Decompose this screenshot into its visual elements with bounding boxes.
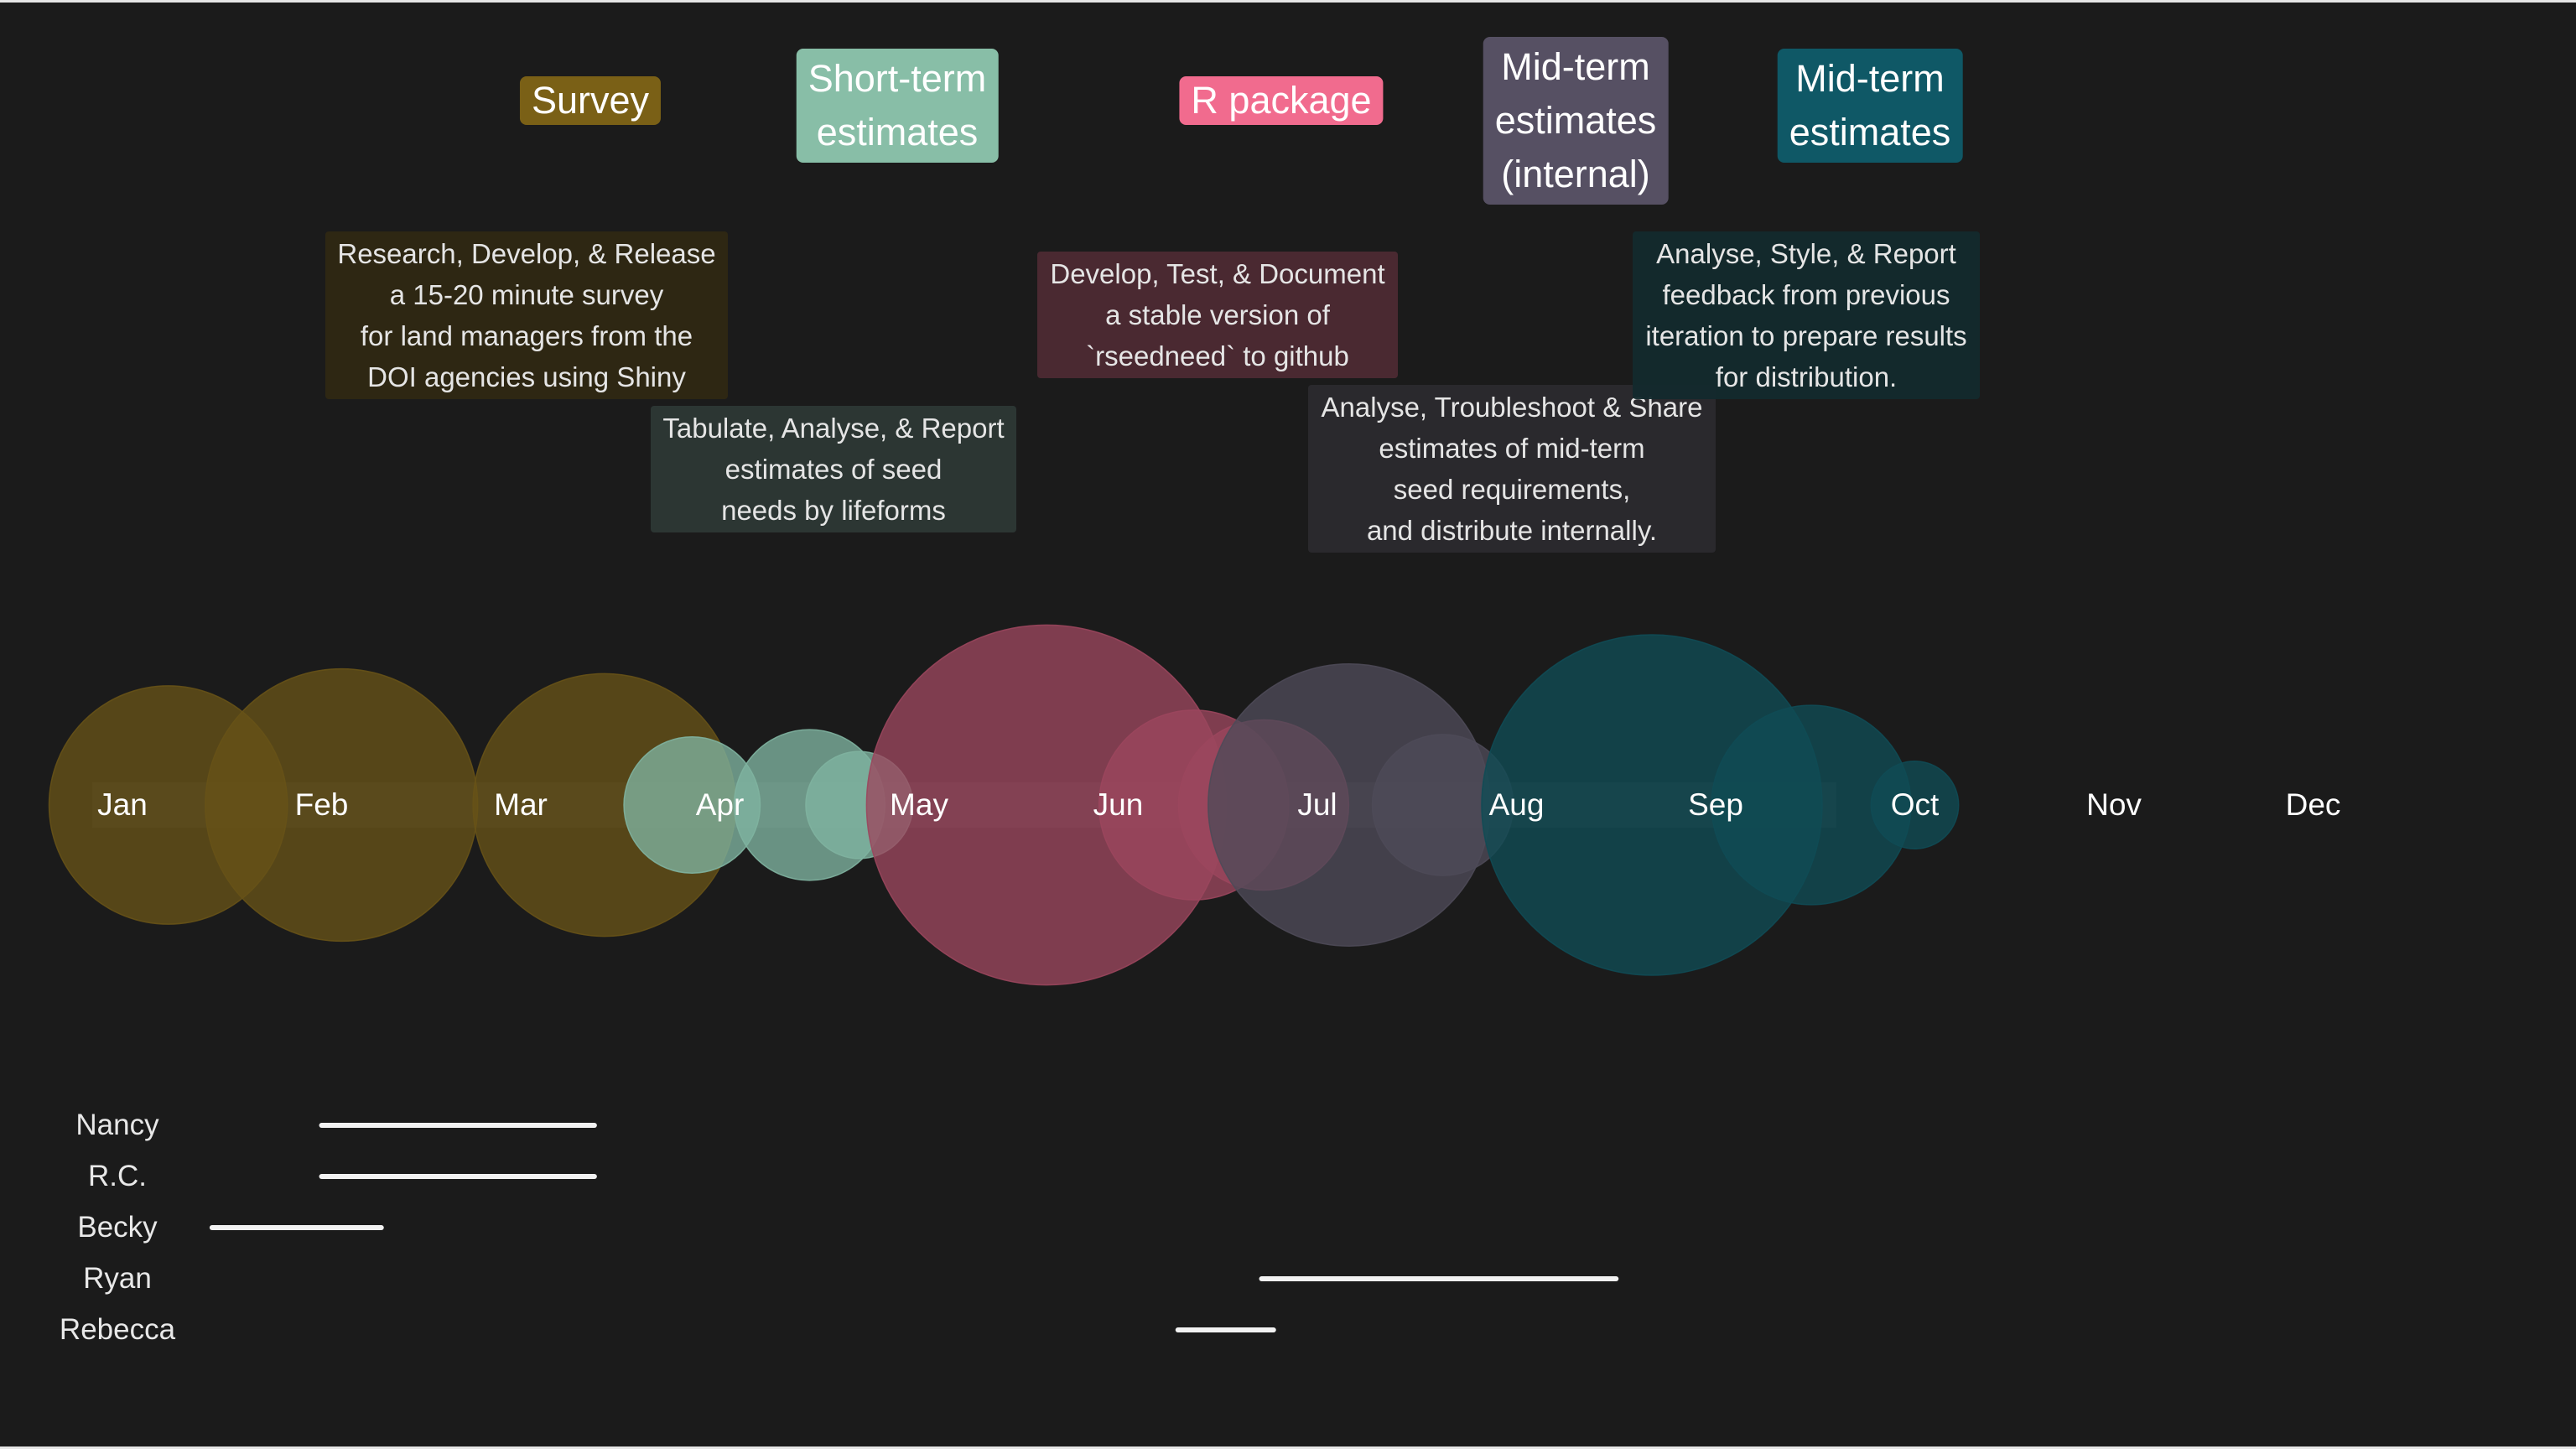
person-label-2: Becky: [77, 1211, 158, 1244]
phase-label-short: Short-term estimates: [796, 49, 999, 163]
person-label-4: Rebecca: [59, 1313, 176, 1346]
month-label-oct: Oct: [1890, 787, 1940, 822]
person-label-1: R.C.: [88, 1160, 147, 1192]
month-label-sep: Sep: [1688, 787, 1743, 822]
phase-label-midint: Mid-term estimates (internal): [1483, 37, 1669, 205]
month-label-dec: Dec: [2285, 787, 2341, 822]
task-box-short: Tabulate, Analyse, & Report estimates of…: [651, 406, 1016, 532]
month-label-feb: Feb: [294, 787, 349, 822]
task-box-survey: Research, Develop, & Release a 15-20 min…: [325, 231, 728, 399]
month-label-may: May: [890, 787, 948, 822]
month-label-jun: Jun: [1093, 787, 1144, 822]
phase-label-rpkg: R package: [1179, 76, 1384, 125]
month-label-mar: Mar: [494, 787, 548, 822]
person-label-3: Ryan: [83, 1262, 152, 1295]
task-box-midint: Analyse, Troubleshoot & Share estimates …: [1308, 385, 1716, 553]
phase-label-mid: Mid-term estimates: [1777, 49, 1963, 163]
month-label-jul: Jul: [1297, 787, 1337, 822]
month-label-apr: Apr: [695, 787, 745, 822]
month-label-jan: Jan: [97, 787, 148, 822]
phase-label-survey: Survey: [519, 76, 662, 125]
person-label-0: Nancy: [75, 1109, 159, 1141]
month-label-nov: Nov: [2086, 787, 2142, 822]
month-label-aug: Aug: [1488, 787, 1545, 822]
bubble-mid-13: [1870, 761, 1960, 849]
task-box-rpkg: Develop, Test, & Document a stable versi…: [1037, 252, 1398, 378]
task-box-mid: Analyse, Style, & Report feedback from p…: [1633, 231, 1980, 399]
